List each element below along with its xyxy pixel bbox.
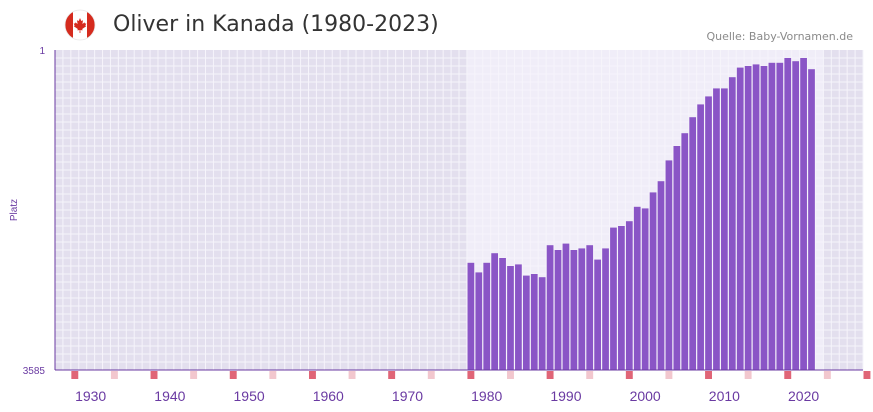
bar-2001 [649, 192, 657, 370]
y-top-label: 1 [39, 46, 45, 57]
grid-lines [54, 50, 864, 370]
year-marker-1958 [308, 371, 316, 379]
x-tick-label-1980: 1980 [471, 388, 502, 404]
flag-left-band [65, 10, 73, 40]
year-marker-2003 [665, 371, 673, 379]
bar-2010 [721, 88, 728, 371]
bar-1996 [610, 227, 617, 370]
bar-1979 [475, 272, 483, 370]
bar-2017 [776, 62, 784, 371]
bar-1978 [467, 262, 475, 370]
bar-2008 [705, 96, 712, 371]
year-marker-2013 [744, 371, 752, 379]
bar-1999 [633, 206, 641, 370]
year-marker-2018 [784, 371, 792, 379]
y-bottom-label: 3585 [23, 366, 46, 377]
bar-1998 [625, 221, 633, 370]
bar-1984 [515, 264, 522, 370]
y-axis-title: Platz [9, 199, 20, 221]
bar-1983 [507, 266, 514, 370]
bar-1985 [522, 275, 530, 370]
bar-2004 [673, 146, 681, 370]
year-marker-2008 [705, 371, 712, 379]
bar-1994 [594, 259, 601, 370]
year-marker-1948 [229, 371, 237, 379]
bar-2011 [728, 77, 736, 370]
year-marker-1963 [348, 371, 356, 379]
year-marker-1983 [507, 371, 514, 379]
bar-2002 [657, 181, 665, 370]
bar-2015 [760, 66, 768, 370]
x-tick-label-1970: 1970 [392, 388, 423, 404]
bar-1991 [570, 250, 578, 370]
canada-flag-icon [64, 9, 96, 41]
bar-2014 [752, 64, 760, 371]
bar-1982 [499, 258, 506, 370]
x-tick-label-1990: 1990 [550, 388, 581, 404]
bar-1980 [483, 262, 491, 370]
year-marker-1933 [110, 371, 118, 379]
flag-right-band [87, 10, 95, 40]
year-marker-1998 [625, 371, 633, 379]
bar-2007 [697, 104, 704, 371]
bar-2003 [665, 160, 673, 370]
bar-2020 [800, 58, 807, 370]
bar-1989 [554, 250, 562, 370]
bar-1988 [546, 245, 554, 370]
bar-2019 [792, 61, 800, 370]
bar-1997 [618, 226, 625, 370]
year-marker-1928 [71, 371, 79, 379]
bar-1992 [578, 248, 586, 370]
x-tick-labels: 1930 1940 1950 1960 1970 1980 1990 2000 2010 2020 [75, 388, 819, 404]
bar-2005 [681, 133, 689, 370]
x-tick-label-2000: 2000 [630, 388, 661, 404]
bar-2016 [768, 62, 776, 371]
bar-1995 [602, 248, 609, 370]
bar-2000 [641, 208, 649, 370]
chart-title: Oliver in Kanada (1980-2023) [113, 12, 439, 37]
x-tick-label-2020: 2020 [788, 388, 819, 404]
year-marker-1938 [150, 371, 158, 379]
year-marker-1993 [586, 371, 594, 379]
year-markers [71, 371, 871, 379]
year-marker-1978 [467, 371, 475, 379]
year-marker-1953 [269, 371, 277, 379]
bar-1990 [562, 243, 570, 370]
bar-2018 [784, 58, 792, 370]
x-tick-label-1950: 1950 [234, 388, 265, 404]
x-tick-label-1960: 1960 [313, 388, 344, 404]
source-credit: Quelle: Baby-Vornamen.de [706, 30, 853, 43]
year-marker-2023 [823, 371, 831, 379]
bar-2006 [689, 117, 697, 370]
maple-leaf-icon [73, 18, 87, 33]
bar-1987 [538, 277, 546, 370]
x-tick-label-1940: 1940 [154, 388, 185, 404]
x-tick-label-2010: 2010 [709, 388, 740, 404]
bar-2009 [713, 88, 720, 371]
bar-2012 [736, 67, 744, 370]
bar-1986 [530, 274, 538, 370]
year-marker-1973 [427, 371, 435, 379]
bar-2021 [808, 69, 815, 370]
x-tick-label-1930: 1930 [75, 388, 106, 404]
year-marker-2028 [863, 371, 871, 379]
bar-2013 [744, 66, 752, 370]
year-marker-1968 [388, 371, 396, 379]
year-marker-1943 [190, 371, 198, 379]
year-marker-1988 [546, 371, 554, 379]
bar-1993 [586, 245, 594, 370]
bar-1981 [491, 253, 499, 370]
bars [467, 58, 815, 371]
